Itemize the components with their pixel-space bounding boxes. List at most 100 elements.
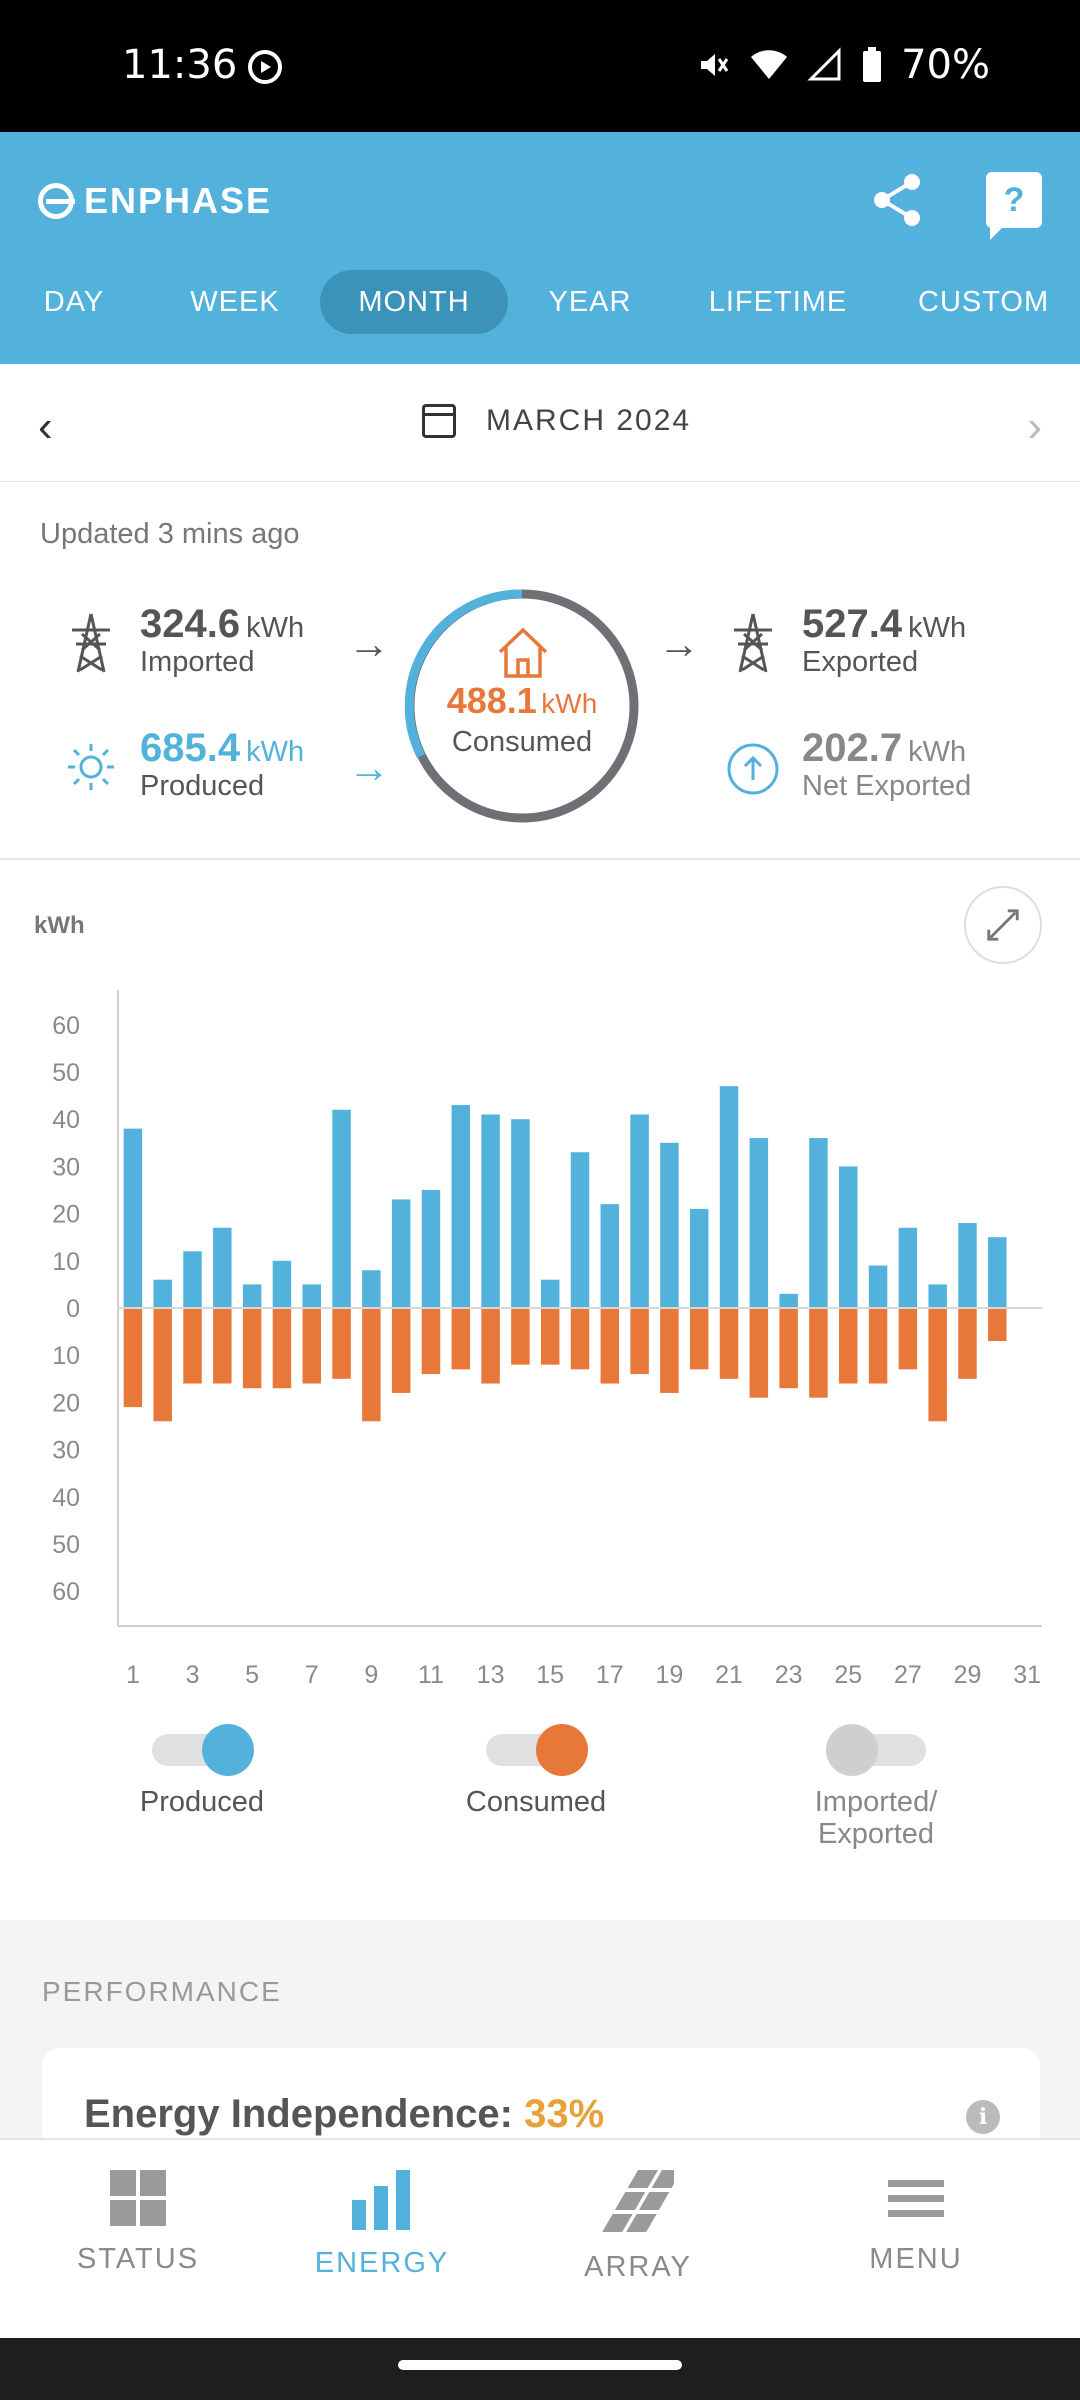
produced-bar[interactable]: [153, 1279, 172, 1308]
tab-custom[interactable]: CUSTOM: [918, 286, 1050, 318]
consumed-bar[interactable]: [958, 1308, 977, 1379]
consumed-bar[interactable]: [928, 1308, 947, 1422]
consumed-bar[interactable]: [332, 1308, 351, 1379]
consumed-bar[interactable]: [391, 1308, 411, 1393]
bottom-navigation: STATUS ENERGY ARRAY MENU: [0, 2138, 1080, 2338]
consumed-bar[interactable]: [540, 1308, 560, 1365]
consumed-bar[interactable]: [153, 1308, 172, 1422]
produced-bar[interactable]: [630, 1114, 649, 1308]
produced-bar[interactable]: [958, 1223, 977, 1308]
nav-energy[interactable]: ENERGY: [282, 2170, 482, 2280]
produced-bar[interactable]: [839, 1166, 858, 1308]
exported-unit: kWh: [908, 612, 967, 644]
period-label[interactable]: MARCH 2024: [486, 404, 692, 437]
produced-bar[interactable]: [570, 1152, 590, 1308]
consumed-bar[interactable]: [302, 1308, 321, 1384]
produced-bar[interactable]: [898, 1227, 918, 1308]
produced-bar[interactable]: [421, 1190, 441, 1308]
produced-bar[interactable]: [242, 1284, 262, 1308]
produced-bar[interactable]: [868, 1265, 888, 1308]
consumed-bar[interactable]: [242, 1308, 262, 1389]
produced-bar[interactable]: [302, 1284, 321, 1308]
consumed-bar[interactable]: [868, 1308, 888, 1384]
produced-bar[interactable]: [481, 1114, 500, 1308]
consumed-bar[interactable]: [988, 1308, 1007, 1342]
consumed-toggle[interactable]: [486, 1724, 588, 1776]
consumed-bar[interactable]: [183, 1308, 202, 1384]
info-icon[interactable]: i: [966, 2100, 1000, 2134]
produced-bar[interactable]: [660, 1142, 679, 1308]
previous-period-button[interactable]: ‹: [38, 402, 53, 451]
produced-bar[interactable]: [213, 1227, 232, 1308]
consumed-bar[interactable]: [451, 1308, 471, 1370]
produced-bar[interactable]: [988, 1237, 1007, 1308]
consumed-bar[interactable]: [630, 1308, 649, 1375]
next-period-button[interactable]: ›: [1027, 402, 1042, 451]
consumed-bar[interactable]: [362, 1308, 381, 1422]
produced-bar[interactable]: [928, 1284, 947, 1308]
nav-menu[interactable]: MENU: [816, 2170, 1016, 2276]
nav-status[interactable]: STATUS: [38, 2170, 238, 2276]
consumed-bar[interactable]: [809, 1308, 828, 1398]
produced-bar[interactable]: [332, 1109, 351, 1308]
help-button[interactable]: ?: [986, 172, 1042, 240]
produced-bar[interactable]: [689, 1208, 709, 1308]
tab-day[interactable]: DAY: [43, 286, 105, 318]
consumed-bar[interactable]: [689, 1308, 709, 1370]
consumed-bar[interactable]: [511, 1308, 530, 1365]
produced-bar[interactable]: [719, 1086, 739, 1308]
tab-year[interactable]: YEAR: [548, 286, 632, 318]
status-grid-icon: [110, 2170, 166, 2226]
calendar-icon[interactable]: [422, 404, 456, 438]
produced-bar[interactable]: [451, 1105, 471, 1308]
produced-bar[interactable]: [809, 1138, 828, 1308]
grid-tower-icon: [72, 613, 110, 673]
home-indicator[interactable]: [398, 2360, 682, 2370]
y-tick-label: 10: [52, 1248, 80, 1276]
produced-toggle[interactable]: [152, 1724, 254, 1776]
produced-bar[interactable]: [600, 1204, 620, 1308]
consumed-bar[interactable]: [660, 1308, 679, 1393]
net-export-icon: [727, 743, 779, 795]
battery-icon: [863, 47, 882, 82]
status-icons: 70%: [695, 42, 990, 88]
x-tick-label: 29: [954, 1661, 982, 1689]
x-tick-label: 1: [126, 1661, 140, 1689]
x-tick-label: 7: [305, 1661, 319, 1689]
produced-bar[interactable]: [391, 1199, 411, 1308]
consumed-bar[interactable]: [570, 1308, 590, 1370]
legend-imported-exported[interactable]: Imported/ Exported: [746, 1724, 1006, 1850]
consumed-bar[interactable]: [421, 1308, 441, 1375]
produced-bar[interactable]: [749, 1138, 769, 1308]
system-home-bar: [0, 2338, 1080, 2400]
tab-lifetime[interactable]: LIFETIME: [708, 286, 848, 318]
produced-bar[interactable]: [540, 1279, 560, 1308]
produced-bar[interactable]: [779, 1293, 798, 1308]
produced-bar[interactable]: [362, 1270, 381, 1308]
produced-bar[interactable]: [272, 1260, 292, 1308]
consumed-bar[interactable]: [213, 1308, 232, 1384]
consumed-bar[interactable]: [123, 1308, 143, 1408]
share-icon[interactable]: [870, 172, 926, 228]
expand-chart-icon[interactable]: [964, 886, 1042, 964]
produced-bar[interactable]: [123, 1128, 143, 1308]
consumed-bar[interactable]: [481, 1308, 500, 1384]
consumed-bar[interactable]: [839, 1308, 858, 1384]
consumed-bar[interactable]: [272, 1308, 292, 1389]
x-tick-label: 5: [245, 1661, 259, 1689]
consumed-bar[interactable]: [719, 1308, 739, 1379]
x-tick-label: 17: [596, 1661, 624, 1689]
tab-month[interactable]: MONTH: [320, 270, 508, 334]
consumed-bar[interactable]: [749, 1308, 769, 1398]
legend-produced[interactable]: Produced: [72, 1724, 332, 1818]
produced-bar[interactable]: [183, 1251, 202, 1308]
consumed-bar[interactable]: [898, 1308, 918, 1370]
produced-bar[interactable]: [511, 1119, 530, 1308]
imported-exported-toggle[interactable]: [826, 1724, 926, 1776]
nav-array[interactable]: ARRAY: [538, 2170, 738, 2284]
consumed-bar[interactable]: [779, 1308, 798, 1389]
consumed-bar[interactable]: [600, 1308, 620, 1384]
tab-week[interactable]: WEEK: [190, 286, 280, 318]
legend-consumed[interactable]: Consumed: [406, 1724, 666, 1818]
